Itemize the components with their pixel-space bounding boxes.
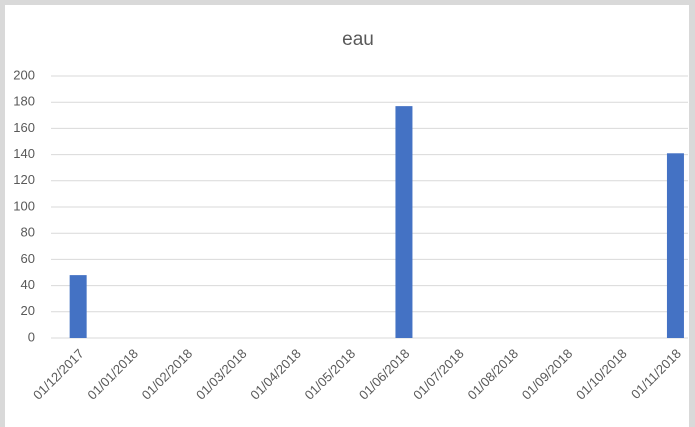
y-tick-label: 120: [13, 172, 35, 187]
y-tick-label: 60: [21, 251, 35, 266]
bar: [395, 106, 413, 338]
y-tick-label: 0: [28, 329, 35, 344]
bar: [69, 275, 87, 338]
y-tick-label: 40: [21, 277, 35, 292]
bar: [666, 153, 684, 338]
y-tick-label: 20: [21, 303, 35, 318]
y-tick-label: 140: [13, 146, 35, 161]
chart-area: [5, 5, 689, 427]
y-tick-label: 180: [13, 94, 35, 109]
y-tick-label: 200: [13, 67, 35, 82]
y-tick-label: 100: [13, 198, 35, 213]
y-tick-label: 160: [13, 120, 35, 135]
y-tick-label: 80: [21, 225, 35, 240]
chart-title: eau: [342, 29, 374, 50]
